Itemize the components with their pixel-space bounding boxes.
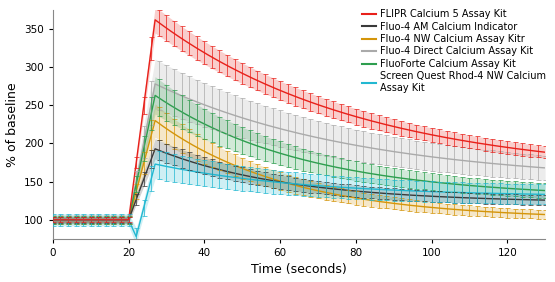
X-axis label: Time (seconds): Time (seconds) (251, 263, 347, 276)
Legend: FLIPR Calcium 5 Assay Kit, Fluo-4 AM Calcium Indicator, Fluo-4 NW Calcium Assay : FLIPR Calcium 5 Assay Kit, Fluo-4 AM Cal… (358, 5, 550, 97)
Y-axis label: % of baseline: % of baseline (6, 82, 18, 167)
